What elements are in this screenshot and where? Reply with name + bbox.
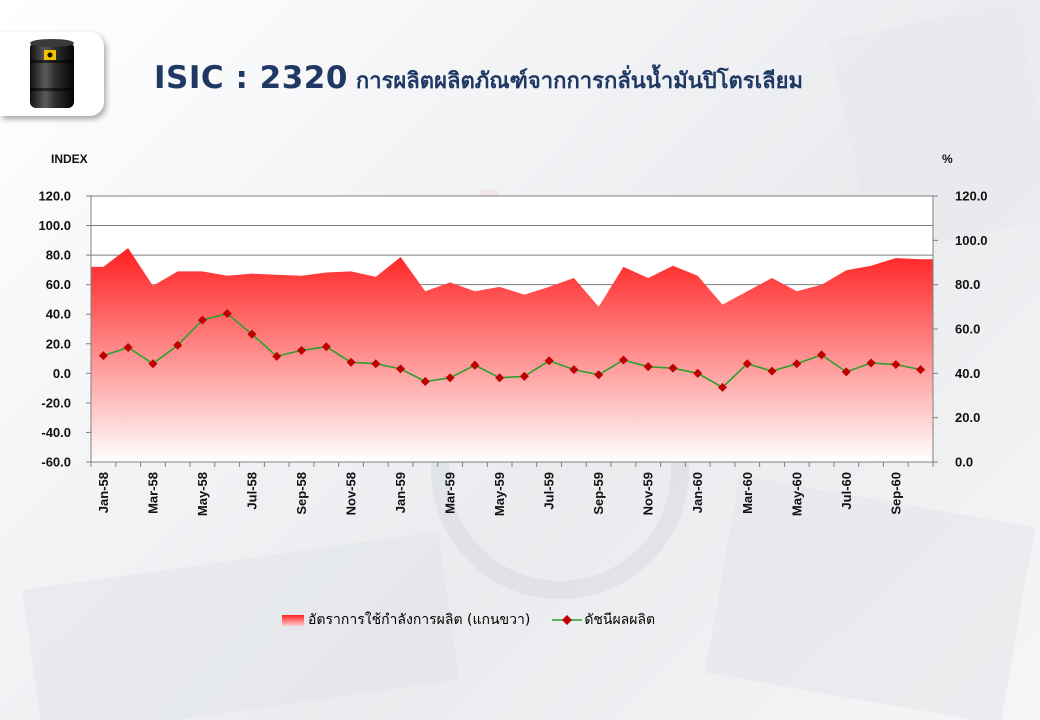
x-tick-label: Sep-60 [888, 472, 903, 515]
legend-label-capacity: อัตราการใช้กำลังการผลิต (แกนขวา) [308, 612, 531, 628]
title-name: การผลิตผลิตภัณฑ์จากการกลั่นน้ำมันปิโตรเล… [355, 69, 804, 94]
x-tick-label: Jan-59 [393, 472, 408, 513]
left-tick-label: 40.0 [46, 307, 71, 322]
x-tick-label: Mar-58 [145, 472, 160, 514]
right-tick-label: 80.0 [955, 277, 980, 292]
production-index-marker [222, 308, 232, 319]
left-tick-label: -20.0 [41, 395, 71, 410]
production-index-marker [123, 342, 133, 352]
capacity-area [91, 248, 933, 462]
legend-item-capacity: อัตราการใช้กำลังการผลิต (แกนขวา) [282, 609, 530, 631]
oil-barrel-icon [30, 39, 74, 108]
right-tick-label: 100.0 [955, 233, 988, 248]
production-index-marker [668, 363, 678, 373]
left-tick-label: 120.0 [38, 189, 71, 204]
x-tick-label: Jul-59 [542, 472, 557, 510]
left-tick-label: 80.0 [46, 248, 71, 263]
production-index-marker [618, 355, 628, 365]
production-index-marker [519, 371, 529, 381]
production-index-marker [544, 356, 554, 366]
production-index-marker [569, 365, 579, 375]
production-index-marker [594, 370, 604, 380]
production-index-marker [148, 359, 158, 369]
left-tick-label: -60.0 [41, 455, 71, 470]
left-tick-label: 100.0 [38, 218, 71, 233]
x-tick-label: Jul-58 [244, 472, 259, 510]
x-tick-label: Nov-59 [641, 472, 656, 515]
production-index-marker [98, 351, 108, 361]
left-tick-label: 20.0 [46, 336, 71, 351]
x-tick-label: May-59 [492, 472, 507, 516]
page-title: ISIC : 2320 การผลิตผลิตภัณฑ์จากการกลั่นน้… [154, 58, 803, 98]
legend-item-index: ดัชนีผลผลิต [552, 609, 655, 631]
x-tick-label: Nov-58 [344, 472, 359, 515]
right-tick-label: 40.0 [955, 366, 980, 381]
right-tick-label: 120.0 [955, 189, 988, 204]
legend-swatch-area [282, 614, 304, 626]
axes [86, 195, 938, 467]
logo-box [0, 32, 104, 116]
legend-label-index: ดัชนีผลผลิต [584, 612, 656, 628]
left-tick-label: 60.0 [46, 277, 71, 292]
production-index-line [103, 312, 921, 389]
right-tick-label: 0.0 [955, 455, 973, 470]
production-index-marker [916, 365, 926, 375]
x-tick-label: Sep-59 [591, 472, 606, 515]
production-index-marker [173, 340, 183, 350]
left-tick-label: 0.0 [53, 366, 71, 381]
right-axis-label: % [942, 152, 953, 166]
production-index-marker [247, 329, 257, 339]
right-tick-label: 60.0 [955, 322, 980, 337]
x-tick-label: May-60 [789, 472, 804, 516]
x-tick-label: Mar-60 [740, 472, 755, 514]
legend-swatch-line [552, 615, 583, 625]
left-tick-label: -40.0 [41, 425, 71, 440]
right-tick-label: 20.0 [955, 410, 980, 425]
x-tick-label: May-58 [195, 472, 210, 516]
legend: อัตราการใช้กำลังการผลิต (แกนขวา) ดัชนีผล… [282, 610, 655, 630]
x-tick-label: Jan-58 [96, 472, 111, 513]
x-tick-label: Jan-60 [690, 472, 705, 513]
tick-labels: 120.0 100.0 80.0 60.0 40.0 20.0 0.0 -20.0 -40.0 -… [38, 189, 987, 517]
title-code: ISIC : 2320 [154, 60, 348, 96]
x-tick-label: Sep-58 [294, 472, 309, 515]
x-tick-label: Mar-59 [443, 472, 458, 514]
left-axis-label: INDEX [51, 152, 88, 166]
production-index-marker [643, 362, 653, 372]
x-tick-label: Jul-60 [839, 472, 854, 510]
production-index-marker [197, 315, 207, 325]
capacity-area-series [91, 248, 933, 462]
